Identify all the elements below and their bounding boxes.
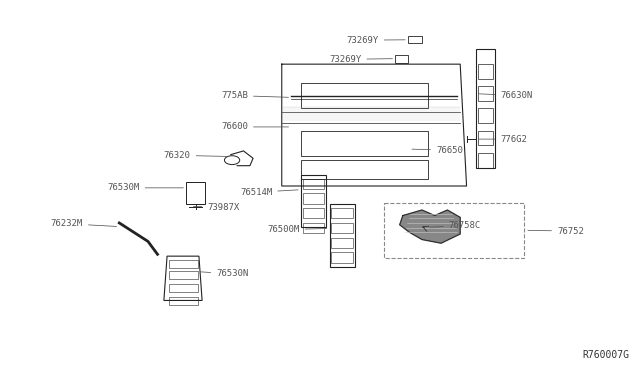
Text: 76530N: 76530N: [200, 269, 248, 278]
Text: 76650: 76650: [412, 146, 463, 155]
Text: 76320: 76320: [164, 151, 227, 160]
Text: 76514M: 76514M: [240, 188, 298, 197]
Polygon shape: [399, 210, 460, 243]
Text: R760007G: R760007G: [582, 350, 629, 359]
Text: 76758C: 76758C: [430, 221, 481, 230]
Text: 73269Y: 73269Y: [346, 36, 405, 45]
Text: 76530M: 76530M: [108, 183, 184, 192]
Text: 73269Y: 73269Y: [329, 55, 392, 64]
Text: 73987X: 73987X: [193, 202, 239, 212]
Text: 76630N: 76630N: [479, 91, 532, 100]
Text: 76500M: 76500M: [268, 225, 327, 234]
Text: 775AB: 775AB: [221, 91, 289, 100]
Text: 76232M: 76232M: [51, 219, 116, 228]
Text: 776G2: 776G2: [479, 135, 527, 144]
Text: 76600: 76600: [221, 122, 289, 131]
Text: 76752: 76752: [528, 227, 584, 235]
